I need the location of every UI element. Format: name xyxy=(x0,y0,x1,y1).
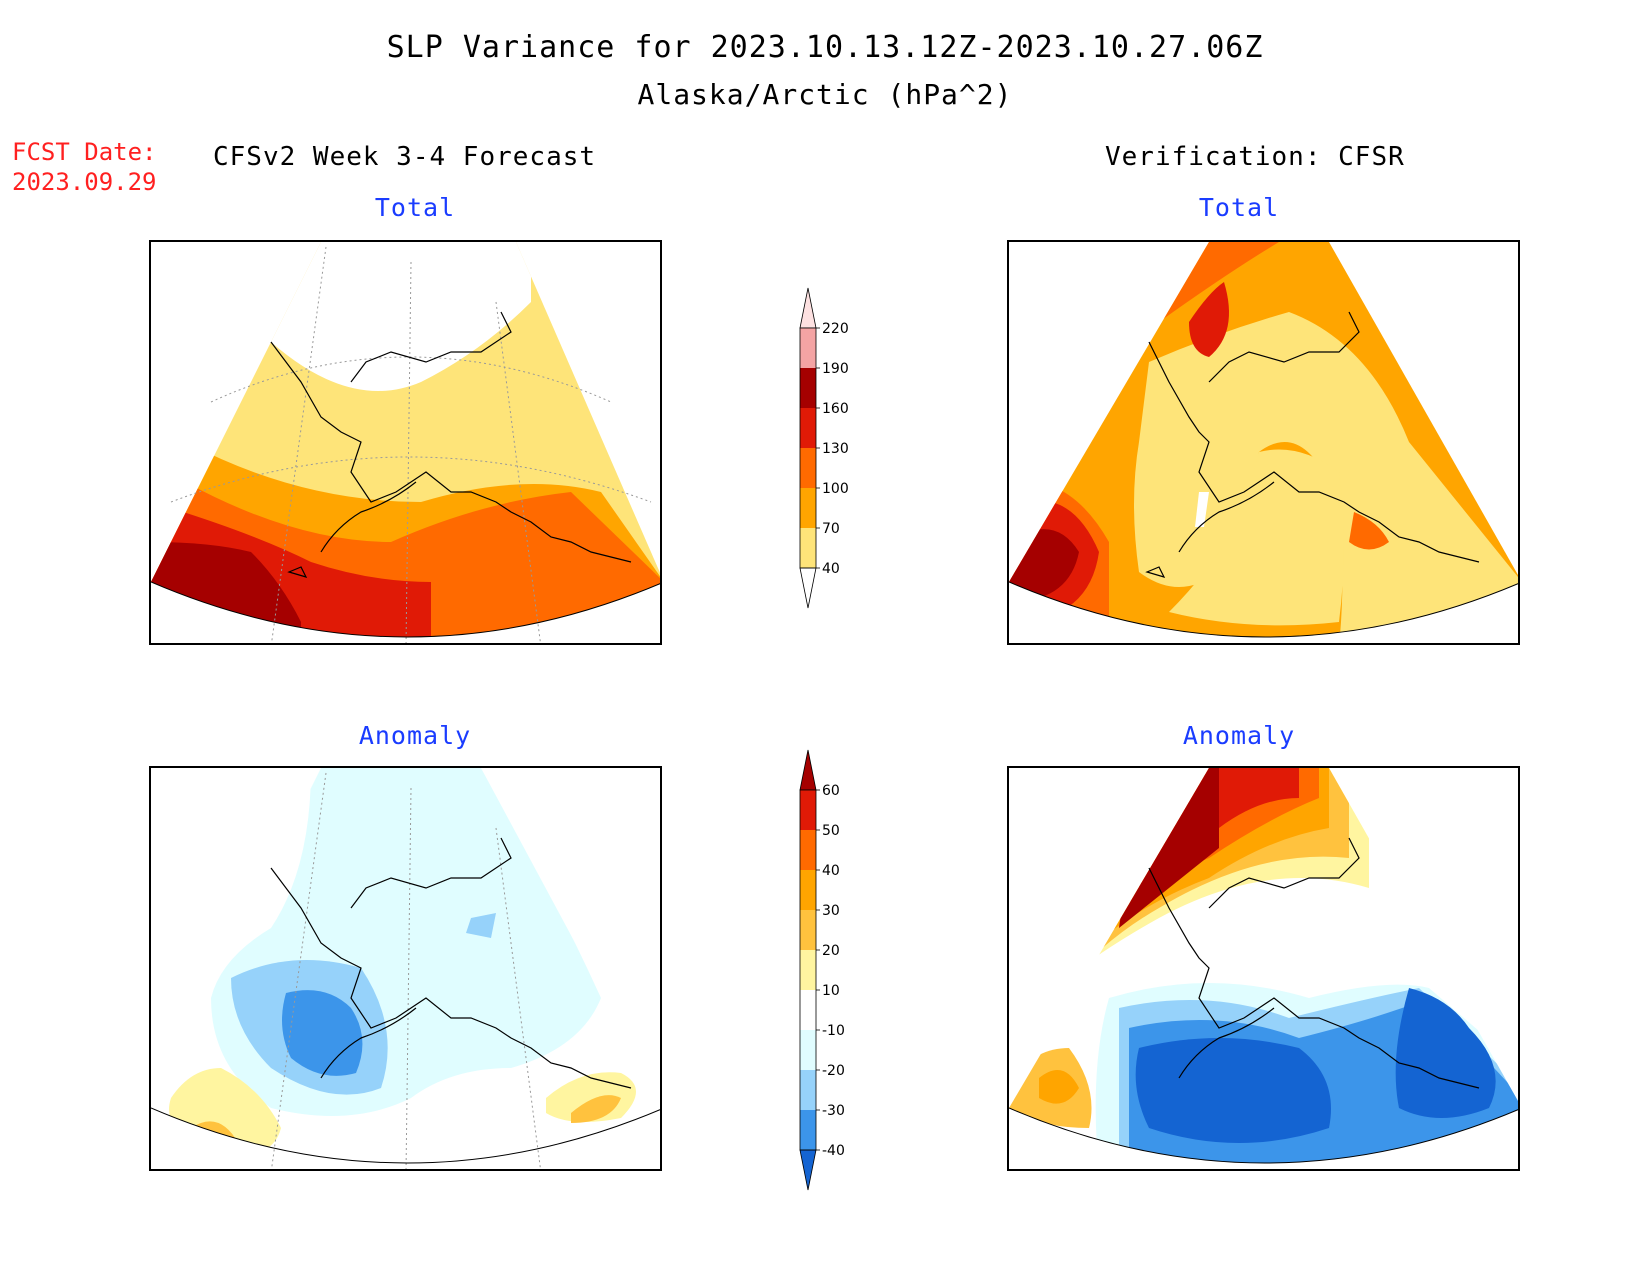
total-colorbar: 220 190 160 130 100 70 40 xyxy=(799,287,849,609)
colorbar-swatch xyxy=(800,870,816,910)
colorbar-swatch xyxy=(800,1110,816,1150)
colorbar-label: 130 xyxy=(822,441,849,457)
colorbar-bottom-cap xyxy=(799,1149,817,1191)
verification-column-heading: Verification: CFSR xyxy=(1105,142,1405,172)
forecast-date-value: 2023.09.29 xyxy=(12,168,157,196)
colorbar-top-cap xyxy=(799,749,817,791)
colorbar-label: 160 xyxy=(822,401,849,417)
colorbar-swatch xyxy=(800,990,816,1030)
verification-anomaly-title: Anomaly xyxy=(1182,721,1296,750)
colorbar-swatch xyxy=(800,830,816,870)
forecast-anomaly-map xyxy=(149,766,662,1171)
colorbar-swatch xyxy=(800,528,816,568)
colorbar-label: 40 xyxy=(822,863,840,879)
colorbar-label: 70 xyxy=(822,521,840,537)
colorbar-swatch xyxy=(800,408,816,448)
forecast-anomaly-title: Anomaly xyxy=(358,721,472,750)
colorbar-swatch xyxy=(800,368,816,408)
colorbar-swatch xyxy=(800,790,816,830)
colorbar-outline xyxy=(799,789,817,1151)
forecast-total-map xyxy=(149,240,662,645)
colorbar-label: 50 xyxy=(822,823,840,839)
chart-title: SLP Variance for 2023.10.13.12Z-2023.10.… xyxy=(386,30,1264,65)
colorbar-label: 190 xyxy=(822,361,849,377)
colorbar-swatch xyxy=(800,448,816,488)
verification-anomaly-map xyxy=(1007,766,1520,1171)
colorbar-top-cap xyxy=(799,287,817,329)
forecast-date-label: FCST Date: xyxy=(12,138,157,166)
verification-total-map xyxy=(1007,240,1520,645)
colorbar-swatch xyxy=(800,1030,816,1070)
colorbar-label: -40 xyxy=(822,1143,845,1159)
colorbar-label: 100 xyxy=(822,481,849,497)
colorbar-swatch xyxy=(800,1070,816,1110)
colorbar-swatch xyxy=(800,950,816,990)
anomaly-colorbar: 60 50 40 30 20 10 -10 -20 -30 -40 xyxy=(799,749,845,1191)
colorbar-swatch xyxy=(800,328,816,368)
colorbar-label: -20 xyxy=(822,1063,845,1079)
forecast-column-heading: CFSv2 Week 3-4 Forecast xyxy=(213,142,597,172)
colorbar-label: 220 xyxy=(822,321,849,337)
colorbar-label: 30 xyxy=(822,903,840,919)
chart-subtitle: Alaska/Arctic (hPa^2) xyxy=(637,78,1013,111)
verification-total-title: Total xyxy=(1198,193,1280,222)
colorbar-label: 40 xyxy=(822,561,840,577)
colorbar-swatch xyxy=(800,910,816,950)
colorbar-bottom-cap xyxy=(799,567,817,609)
colorbar-label: -30 xyxy=(822,1103,845,1119)
forecast-total-title: Total xyxy=(374,193,456,222)
colorbar-label: -10 xyxy=(822,1023,845,1039)
colorbar-label: 10 xyxy=(822,983,840,999)
colorbar-label: 60 xyxy=(822,783,840,799)
colorbar-swatch xyxy=(800,488,816,528)
colorbar-label: 20 xyxy=(822,943,840,959)
